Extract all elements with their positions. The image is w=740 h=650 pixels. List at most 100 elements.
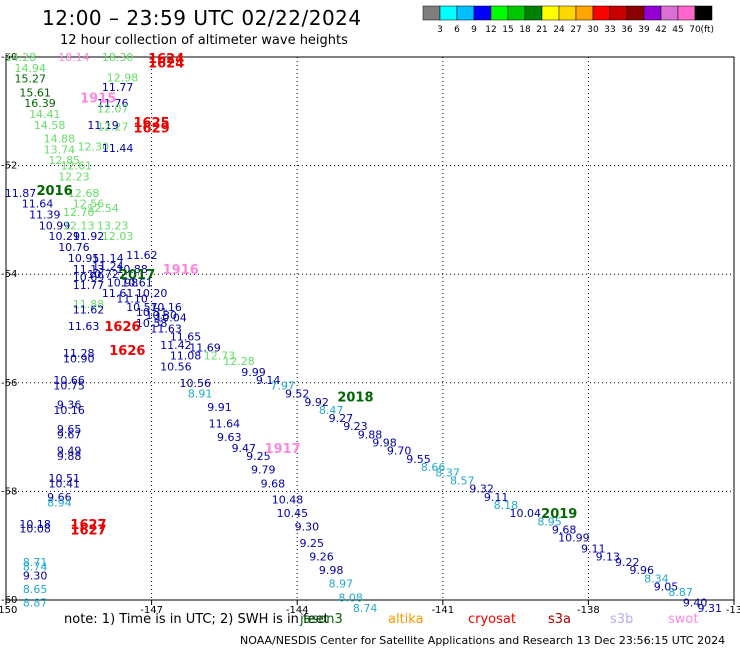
wave-height-value: 11.87 bbox=[5, 187, 37, 200]
wave-height-value: 10.20 bbox=[136, 287, 168, 300]
wave-height-value: 9.68 bbox=[552, 523, 577, 536]
colorbar-label: 39 bbox=[638, 25, 650, 35]
wave-height-value: 8.65 bbox=[23, 583, 48, 596]
wave-height-value: 10.95 bbox=[68, 252, 100, 265]
colorbar-label: 24 bbox=[553, 25, 565, 35]
wave-height-value: 9.63 bbox=[217, 431, 242, 444]
wave-height-value: 10.30 bbox=[146, 309, 178, 322]
wave-height-value: 9.47 bbox=[232, 442, 257, 455]
wave-height-value: 10.61 bbox=[121, 276, 153, 289]
track-time-label: 1917 bbox=[265, 442, 301, 457]
wave-height-value: 9.11 bbox=[484, 491, 509, 504]
colorbar-unit: (ft) bbox=[700, 25, 714, 35]
lon-tick-label: -147 bbox=[140, 605, 163, 616]
legend-jason3: jason3 bbox=[300, 612, 343, 627]
wave-height-value: 12.98 bbox=[107, 72, 139, 85]
wave-height-value: 7.97 bbox=[270, 380, 295, 393]
wave-height-value: 9.14 bbox=[256, 374, 281, 387]
wave-height-value: 12.70 bbox=[63, 206, 95, 219]
wave-height-value: 10.88 bbox=[116, 263, 148, 276]
wave-height-value: 11.62 bbox=[73, 303, 105, 316]
wave-height-value: 10.16 bbox=[53, 404, 85, 417]
wave-height-value: 9.49 bbox=[57, 445, 82, 458]
wave-height-value: 10.56 bbox=[180, 377, 212, 390]
wave-height-value: 12.07 bbox=[97, 103, 129, 116]
wave-height-value: 9.13 bbox=[596, 551, 621, 564]
wave-height-value: 9.23 bbox=[343, 420, 368, 433]
wave-height-value: 10.99 bbox=[558, 532, 590, 545]
wave-height-value: 10.04 bbox=[155, 312, 187, 325]
wave-height-value: 13.23 bbox=[97, 219, 129, 232]
wave-height-value: 9.27 bbox=[329, 412, 354, 425]
wave-height-value: 11.13 bbox=[73, 263, 105, 276]
wave-height-value: 8.08 bbox=[338, 591, 363, 604]
wave-height-value: 11.62 bbox=[126, 249, 158, 262]
wave-height-value: 8.97 bbox=[329, 578, 354, 591]
wave-height-value: 14.28 bbox=[5, 51, 37, 64]
wave-height-value: 8.71 bbox=[23, 556, 48, 569]
wave-height-value: 12.73 bbox=[204, 350, 236, 363]
lon-tick-label: -144 bbox=[286, 605, 309, 616]
lon-tick-label: -150 bbox=[0, 605, 17, 616]
wave-height-value: 14.41 bbox=[29, 108, 61, 121]
wave-height-value: 16.39 bbox=[24, 97, 56, 110]
wave-height-value: 9.79 bbox=[251, 464, 276, 477]
wave-height-value: 12.13 bbox=[63, 219, 95, 232]
wave-height-value: 15.27 bbox=[15, 73, 47, 86]
wave-height-value: 11.39 bbox=[29, 208, 61, 221]
map-subtitle: 12 hour collection of altimeter wave hei… bbox=[60, 33, 348, 48]
wave-height-value: 9.55 bbox=[406, 453, 431, 466]
lon-tick-label: -141 bbox=[431, 605, 454, 616]
wave-height-value: 9.88 bbox=[358, 428, 383, 441]
wave-height-value: 10.69 bbox=[73, 271, 105, 284]
wave-height-value: 10.98 bbox=[107, 276, 139, 289]
map-title: 12:00 – 23:59 UTC 02/22/2024 bbox=[42, 6, 362, 30]
wave-height-value: 11.77 bbox=[73, 279, 105, 292]
lat-tick-label: -54 bbox=[1, 269, 17, 280]
colorbar-label: 36 bbox=[621, 25, 633, 35]
wave-height-colorbar: 3 6 9 12 15 18 21 24 27 30 33 36 39 42 45 70 (ft) bbox=[422, 5, 714, 35]
lon-tick-label: -13 bbox=[726, 605, 740, 616]
wave-height-value: 9.36 bbox=[57, 399, 82, 412]
wave-height-value: 14.88 bbox=[44, 132, 76, 145]
wave-height-value: 9.52 bbox=[285, 388, 310, 401]
wave-height-value: 8.87 bbox=[23, 597, 48, 610]
wave-height-value: 8.66 bbox=[421, 461, 446, 474]
wave-height-value: 10.76 bbox=[58, 241, 90, 254]
wave-height-value: 10.08 bbox=[19, 522, 51, 535]
wave-height-value: 10.04 bbox=[510, 507, 542, 520]
wave-height-value: 8.47 bbox=[319, 404, 344, 417]
track-time-label: 1624 bbox=[148, 56, 184, 71]
wave-height-value: 12.61 bbox=[61, 160, 93, 173]
wave-height-value: 18.14 bbox=[58, 51, 90, 64]
colorbar-label: 21 bbox=[536, 25, 547, 35]
wave-height-value: 9.31 bbox=[697, 602, 722, 615]
colorbar-label: 33 bbox=[604, 25, 615, 35]
wave-height-value: 8.87 bbox=[668, 586, 693, 599]
track-time-label: 1625 bbox=[134, 116, 170, 131]
wave-height-value: 11.14 bbox=[92, 252, 124, 265]
wave-height-value: 9.88 bbox=[57, 450, 82, 463]
wave-height-value: 9.92 bbox=[304, 396, 329, 409]
wave-height-value: 11.24 bbox=[92, 260, 124, 273]
wave-height-value: 11.69 bbox=[189, 342, 221, 355]
wave-height-value: 8.74 bbox=[23, 560, 48, 573]
wave-height-value: 9.96 bbox=[630, 564, 655, 577]
wave-height-value: 10.99 bbox=[39, 219, 71, 232]
wave-height-value: 12.85 bbox=[48, 154, 80, 167]
track-time-label: 1626 bbox=[109, 344, 145, 359]
wave-height-value: 11.44 bbox=[102, 142, 134, 155]
wave-height-value: 12.54 bbox=[87, 202, 119, 215]
wave-height-value: 8.95 bbox=[537, 515, 562, 528]
wave-height-value: 8.74 bbox=[353, 602, 378, 615]
wave-height-value: 12.30 bbox=[78, 141, 110, 154]
wave-height-value: 9.98 bbox=[319, 564, 344, 577]
wave-height-value: 9.67 bbox=[57, 428, 82, 441]
track-time-label: 2016 bbox=[36, 184, 72, 199]
wave-height-value: 9.30 bbox=[295, 521, 320, 534]
wave-height-value: 10.66 bbox=[53, 374, 85, 387]
wave-height-value: 11.76 bbox=[97, 97, 129, 110]
wave-height-value: 14.94 bbox=[15, 62, 47, 75]
track-time-label: 1624 bbox=[148, 52, 184, 67]
wave-height-value: 8.57 bbox=[450, 475, 475, 488]
